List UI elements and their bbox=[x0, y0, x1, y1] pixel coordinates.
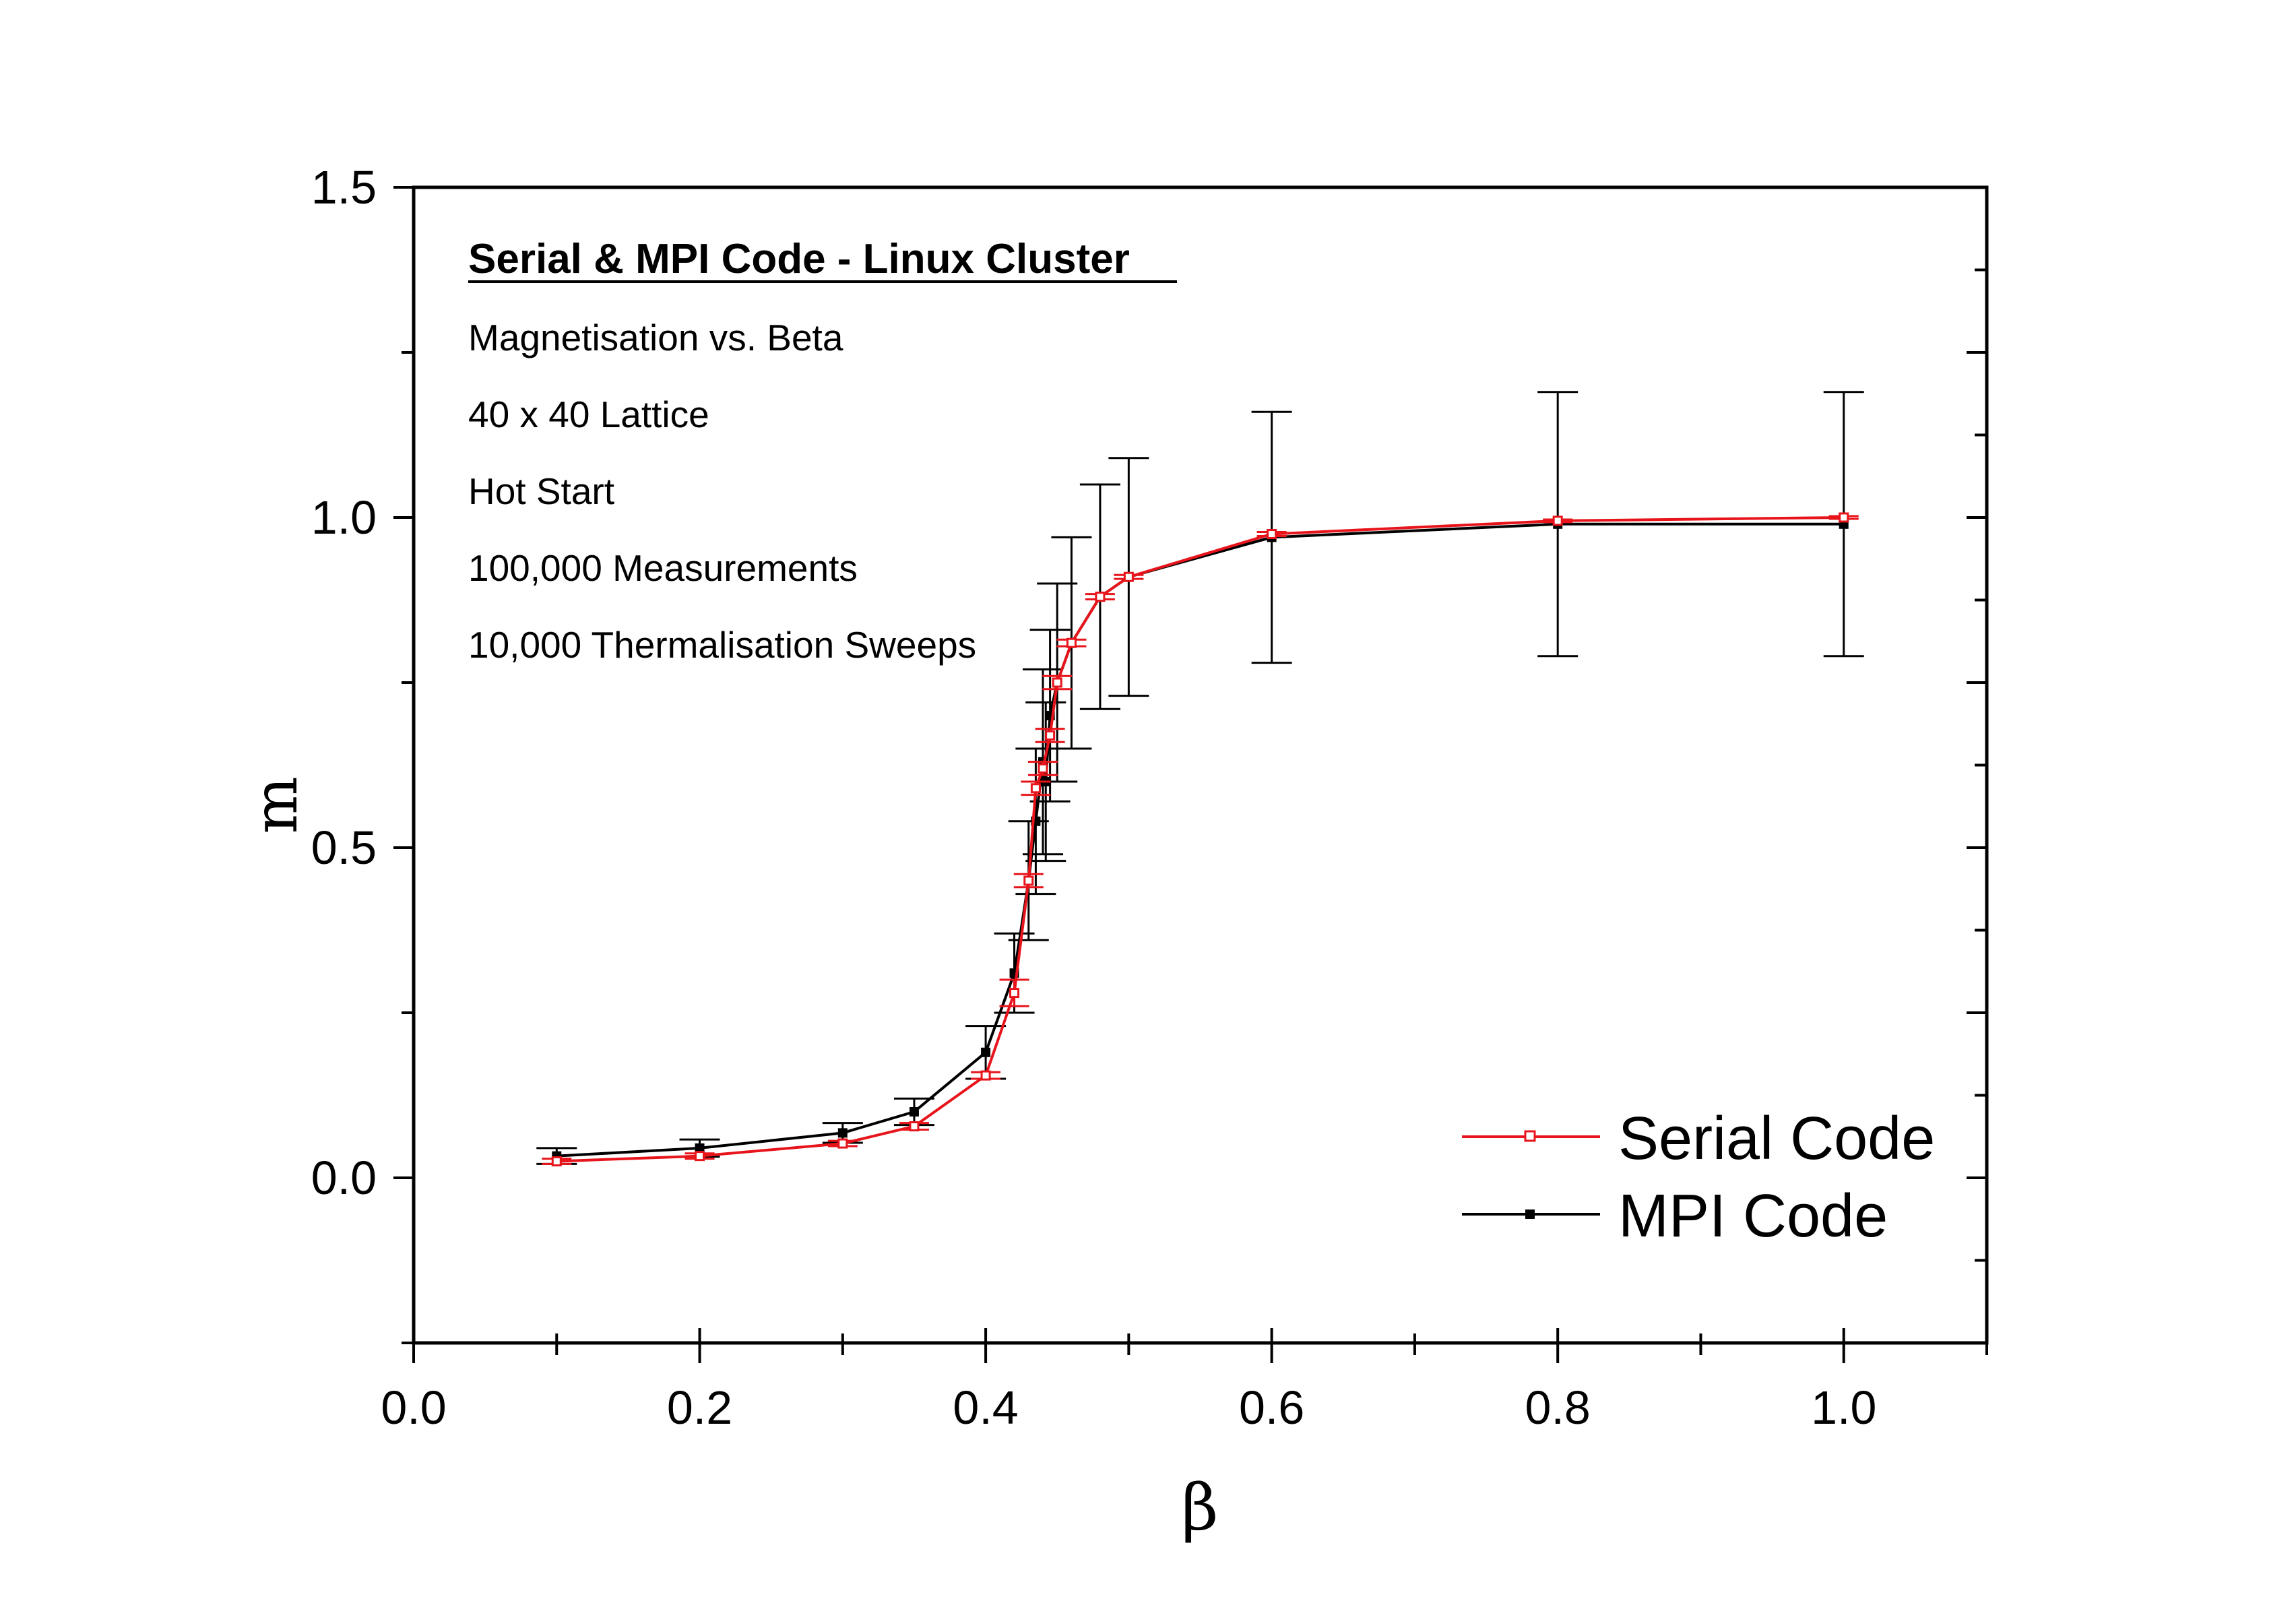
legend-serial-label: Serial Code bbox=[1618, 1105, 1935, 1172]
legend-mpi-marker bbox=[1525, 1209, 1535, 1219]
data-point bbox=[837, 1138, 848, 1149]
x-tick-label: 1.0 bbox=[1811, 1381, 1876, 1434]
y-tick-label: 0.0 bbox=[311, 1152, 377, 1204]
y-tick-label: 1.0 bbox=[311, 491, 377, 544]
data-point bbox=[695, 1151, 705, 1162]
legend: Serial Code MPI Code bbox=[1462, 1105, 1935, 1250]
data-point bbox=[1009, 988, 1020, 999]
data-point bbox=[1052, 677, 1062, 688]
x-axis-title: β bbox=[1182, 1471, 1219, 1545]
x-tick-label: 0.6 bbox=[1239, 1381, 1304, 1434]
axis-ticks: 0.0 0.2 0.4 0.6 0.8 1.0 0.0 0.5 1.0 1.5 bbox=[311, 161, 1988, 1434]
annotation-line-3: Hot Start bbox=[468, 470, 614, 512]
data-point bbox=[1066, 637, 1077, 648]
data-point bbox=[1552, 515, 1563, 526]
annotation-line-5: 10,000 Thermalisation Sweeps bbox=[468, 624, 976, 666]
data-point bbox=[909, 1121, 920, 1132]
annotation-title: Serial & MPI Code - Linux Cluster bbox=[468, 236, 1130, 282]
data-point bbox=[1045, 730, 1056, 741]
y-tick-label: 0.5 bbox=[311, 821, 377, 874]
annotation-line-1: Magnetisation vs. Beta bbox=[468, 317, 843, 358]
y-axis-title: m bbox=[241, 776, 311, 834]
x-tick-label: 0.0 bbox=[381, 1381, 446, 1434]
annotation-block: Serial & MPI Code - Linux Cluster Magnet… bbox=[468, 236, 1177, 666]
data-point bbox=[909, 1107, 919, 1117]
legend-mpi-label: MPI Code bbox=[1618, 1183, 1888, 1250]
data-point bbox=[1038, 763, 1048, 774]
data-point bbox=[980, 1070, 991, 1081]
x-tick-label: 0.8 bbox=[1525, 1381, 1591, 1434]
data-point bbox=[1839, 512, 1849, 523]
data-point bbox=[1095, 592, 1106, 602]
data-point bbox=[981, 1047, 991, 1057]
data-point bbox=[1023, 875, 1034, 886]
data-point bbox=[1030, 783, 1041, 794]
series-line bbox=[556, 522, 1844, 1158]
series-layer bbox=[536, 391, 1864, 1166]
annotation-line-2: 40 x 40 Lattice bbox=[468, 394, 709, 435]
data-point bbox=[837, 1128, 848, 1138]
data-point bbox=[1267, 529, 1277, 539]
series-serial bbox=[542, 512, 1859, 1166]
data-point bbox=[695, 1143, 705, 1153]
series-line bbox=[556, 516, 1844, 1163]
data-point bbox=[551, 1156, 562, 1166]
legend-serial-marker bbox=[1524, 1130, 1536, 1142]
data-point bbox=[1123, 571, 1134, 582]
annotation-line-4: 100,000 Measurements bbox=[468, 547, 858, 589]
x-tick-label: 0.2 bbox=[667, 1381, 732, 1434]
y-tick-label: 1.5 bbox=[311, 161, 377, 214]
series-mpi bbox=[536, 391, 1864, 1165]
x-tick-label: 0.4 bbox=[953, 1381, 1018, 1434]
